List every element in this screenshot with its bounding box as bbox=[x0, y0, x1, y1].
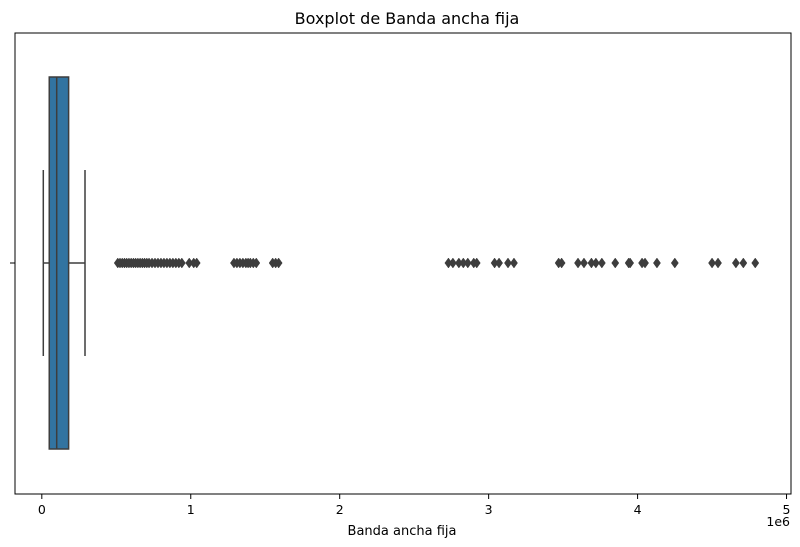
box-group bbox=[48, 76, 70, 450]
x-tick-label: 4 bbox=[634, 502, 642, 517]
outlier-point bbox=[653, 257, 661, 269]
outlier-point bbox=[472, 257, 481, 269]
x-tick-label: 1 bbox=[187, 502, 195, 517]
outlier-point bbox=[641, 257, 649, 269]
chart-title: Boxplot de Banda ancha fija bbox=[295, 9, 520, 28]
outlier-point bbox=[504, 257, 512, 269]
outlier-point bbox=[751, 257, 760, 269]
outlier-point bbox=[192, 257, 201, 269]
outlier-point bbox=[670, 257, 679, 269]
x-tick-label: 0 bbox=[38, 502, 46, 517]
outlier-point bbox=[510, 257, 518, 269]
x-tick-label: 2 bbox=[336, 502, 344, 517]
outlier-points bbox=[113, 257, 760, 269]
outlier-point bbox=[448, 257, 457, 269]
x-axis: 0 1 2 3 4 5 bbox=[38, 494, 791, 517]
outlier-point bbox=[739, 257, 748, 269]
x-tick-label: 5 bbox=[783, 502, 791, 517]
outlier-point bbox=[557, 257, 566, 269]
outlier-point bbox=[597, 257, 606, 269]
outlier-point bbox=[252, 257, 261, 269]
x-axis-label: Banda ancha fija bbox=[348, 524, 457, 539]
outlier-point bbox=[708, 257, 716, 269]
outlier-point bbox=[177, 257, 186, 269]
outlier-point bbox=[580, 257, 588, 269]
outlier-point bbox=[274, 257, 283, 269]
iqr-box bbox=[48, 76, 70, 450]
outlier-point bbox=[611, 257, 620, 269]
x-axis-offset-label: 1e6 bbox=[766, 514, 790, 529]
outlier-point bbox=[574, 257, 582, 269]
outlier-point bbox=[591, 257, 600, 269]
whiskers bbox=[42, 170, 86, 356]
outlier-point bbox=[626, 257, 635, 269]
outlier-point bbox=[495, 257, 503, 269]
outlier-point bbox=[463, 257, 472, 269]
outlier-point bbox=[714, 257, 722, 269]
x-tick-label: 3 bbox=[485, 502, 493, 517]
outlier-point bbox=[731, 257, 740, 269]
